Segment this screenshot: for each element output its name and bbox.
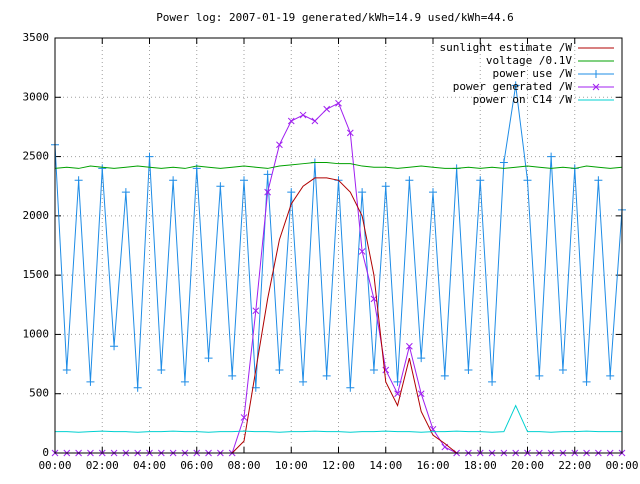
plus-marker: [346, 383, 355, 392]
y-tick-label: 3500: [23, 31, 50, 44]
x-tick-label: 10:00: [275, 459, 308, 472]
series-line: [55, 404, 622, 433]
x-tick-label: 20:00: [511, 459, 544, 472]
plus-marker: [110, 342, 119, 351]
legend-label: power generated /W: [453, 80, 573, 93]
x-tick-label: 02:00: [86, 459, 119, 472]
plus-marker: [98, 164, 107, 173]
plus-marker: [275, 366, 284, 374]
x-tick-label: 06:00: [180, 459, 213, 472]
legend-label: sunlight estimate /W: [440, 41, 573, 54]
cross-marker: [592, 83, 600, 91]
plus-marker: [287, 188, 296, 197]
cross-marker: [311, 117, 319, 125]
cross-marker: [252, 307, 260, 315]
cross-marker: [323, 105, 331, 113]
plus-marker: [429, 188, 437, 197]
plus-marker: [440, 371, 449, 380]
plus-marker: [499, 158, 508, 167]
y-tick-label: 0: [42, 446, 49, 459]
y-tick-label: 3000: [23, 90, 50, 103]
plus-marker: [606, 371, 615, 380]
cross-marker: [346, 129, 354, 137]
plus-marker: [464, 366, 473, 374]
plus-marker: [369, 366, 378, 374]
x-tick-label: 18:00: [464, 459, 497, 472]
x-tick-label: 00:00: [38, 459, 71, 472]
plus-marker: [405, 176, 414, 185]
plus-marker: [358, 188, 367, 197]
cross-marker: [406, 342, 413, 350]
cross-marker: [417, 390, 425, 398]
plus-marker: [74, 176, 83, 185]
x-tick-label: 08:00: [227, 459, 260, 472]
y-tick-label: 2000: [23, 209, 50, 222]
plus-marker: [169, 176, 178, 185]
series-line: [54, 162, 623, 169]
plus-marker: [228, 371, 237, 380]
y-tick-label: 500: [29, 387, 49, 400]
plus-marker: [511, 81, 520, 90]
plus-marker: [145, 152, 154, 161]
y-tick-label: 1000: [23, 327, 50, 340]
plus-marker: [558, 366, 567, 374]
y-tick-label: 2500: [23, 150, 50, 163]
x-tick-label: 22:00: [558, 459, 591, 472]
cross-marker: [240, 414, 248, 421]
plus-marker: [523, 176, 532, 185]
cross-marker: [358, 248, 366, 255]
x-tick-label: 04:00: [133, 459, 166, 472]
plus-marker: [240, 176, 248, 185]
legend-label: power use /W: [493, 67, 573, 80]
x-tick-label: 14:00: [369, 459, 402, 472]
cross-marker: [276, 141, 283, 149]
plus-marker: [592, 70, 600, 78]
plus-marker: [86, 377, 95, 386]
cross-marker: [335, 99, 342, 107]
plus-marker: [180, 377, 189, 386]
cross-marker: [287, 117, 295, 125]
plus-marker: [216, 182, 225, 191]
plus-marker: [322, 371, 331, 380]
plus-marker: [381, 182, 390, 191]
plus-marker: [535, 371, 544, 380]
plus-marker: [121, 188, 130, 197]
plot-border: [54, 37, 623, 454]
plus-marker: [417, 354, 426, 363]
plus-marker: [594, 176, 603, 185]
y-tick-label: 1500: [23, 268, 50, 281]
plus-marker: [476, 176, 485, 185]
legend-label: power on C14 /W: [473, 93, 573, 106]
plus-marker: [133, 383, 142, 392]
plus-marker: [488, 377, 497, 386]
chart-title: Power log: 2007-01-19 generated/kWh=14.9…: [156, 11, 514, 24]
legend-label: voltage /0.1V: [486, 54, 572, 67]
plus-marker: [204, 354, 213, 363]
plus-marker: [582, 377, 591, 386]
plus-marker: [547, 152, 556, 161]
x-tick-label: 00:00: [605, 459, 638, 472]
plus-marker: [263, 170, 272, 179]
plus-marker: [62, 366, 71, 374]
plus-marker: [157, 366, 166, 374]
x-tick-label: 12:00: [322, 459, 355, 472]
cross-marker: [264, 188, 271, 196]
plus-marker: [299, 377, 308, 386]
x-tick-label: 16:00: [416, 459, 449, 472]
cross-marker: [299, 111, 307, 119]
